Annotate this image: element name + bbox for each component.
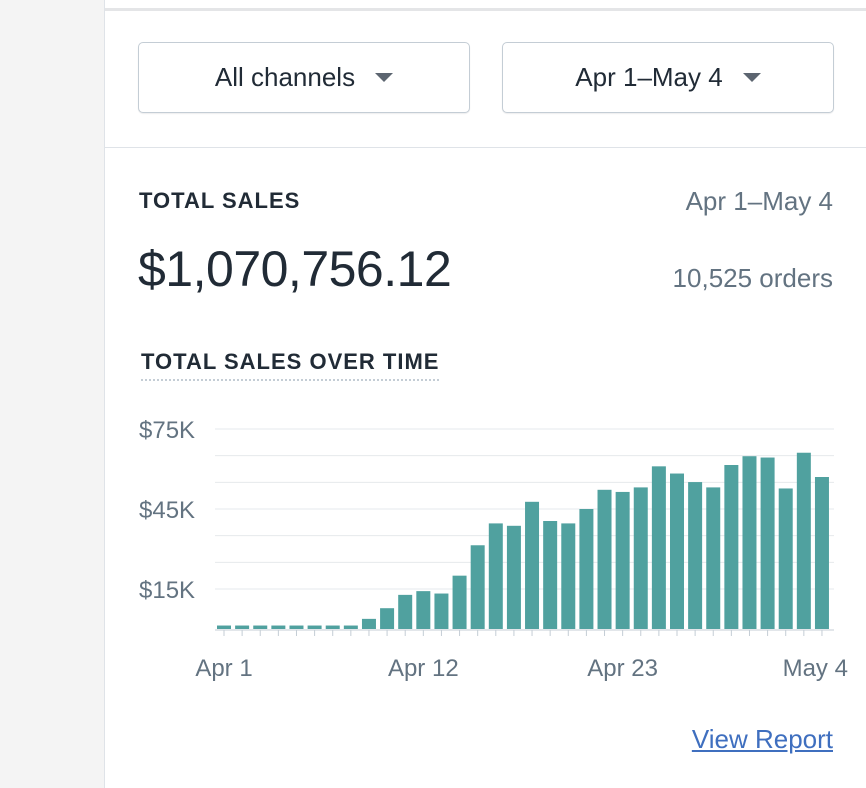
date-range-select[interactable]: Apr 1–May 4 — [502, 42, 834, 113]
bar — [760, 457, 775, 629]
bar — [343, 625, 358, 629]
date-range-select-label: Apr 1–May 4 — [575, 62, 723, 92]
bar — [742, 456, 757, 629]
caret-down-icon — [375, 73, 394, 82]
x-tick-label: Apr 12 — [388, 655, 459, 682]
bar — [416, 591, 431, 629]
bar — [597, 489, 612, 629]
date-range-text: Apr 1–May 4 — [685, 186, 833, 216]
bar — [724, 465, 739, 629]
orders-count: 10,525 orders — [672, 263, 833, 293]
bar — [670, 473, 684, 629]
sidebar-background — [0, 0, 105, 788]
bar — [633, 487, 648, 629]
bar — [398, 594, 413, 629]
bar — [380, 608, 395, 629]
bar — [217, 625, 231, 629]
total-sales-card: TOTAL SALES Apr 1–May 4 $1,070,756.12 10… — [105, 148, 866, 788]
sales-bar-chart: $75K $45K $15K Apr 1 Apr 12 Apr 23 May 4 — [139, 417, 848, 682]
bar — [706, 487, 721, 629]
bar — [688, 482, 703, 629]
bar — [253, 625, 268, 629]
bar — [814, 477, 829, 629]
bar — [488, 523, 503, 629]
bar — [325, 625, 340, 629]
bar — [796, 452, 811, 629]
x-tick-label: Apr 1 — [195, 655, 252, 682]
bar — [615, 491, 630, 629]
bar — [525, 501, 540, 629]
bar — [289, 625, 304, 629]
bar — [235, 625, 250, 629]
x-tick-label: May 4 — [783, 655, 848, 682]
bar — [361, 618, 376, 629]
bar — [506, 525, 521, 629]
filter-bar: All channels Apr 1–May 4 — [105, 11, 866, 148]
sales-over-time-title[interactable]: TOTAL SALES OVER TIME — [141, 349, 440, 381]
bar — [434, 593, 449, 629]
channel-select-label: All channels — [214, 62, 356, 92]
bar — [452, 575, 467, 629]
bar — [271, 625, 286, 629]
view-report-link[interactable]: View Report — [691, 724, 833, 754]
top-divider — [105, 8, 866, 11]
bar — [561, 523, 576, 629]
bar — [579, 509, 594, 629]
bar — [778, 488, 793, 629]
bar — [470, 545, 485, 629]
bar — [307, 625, 322, 629]
total-sales-amount: $1,070,756.12 — [138, 241, 452, 297]
y-tick-label: $45K — [139, 497, 195, 524]
bar — [651, 466, 666, 629]
y-tick-label: $75K — [139, 417, 195, 444]
caret-down-icon — [742, 73, 761, 82]
total-sales-title: TOTAL SALES — [139, 188, 301, 213]
x-tick-label: Apr 23 — [587, 655, 658, 682]
channel-select[interactable]: All channels — [138, 42, 470, 113]
y-tick-label: $15K — [139, 577, 195, 604]
bar — [543, 521, 558, 629]
